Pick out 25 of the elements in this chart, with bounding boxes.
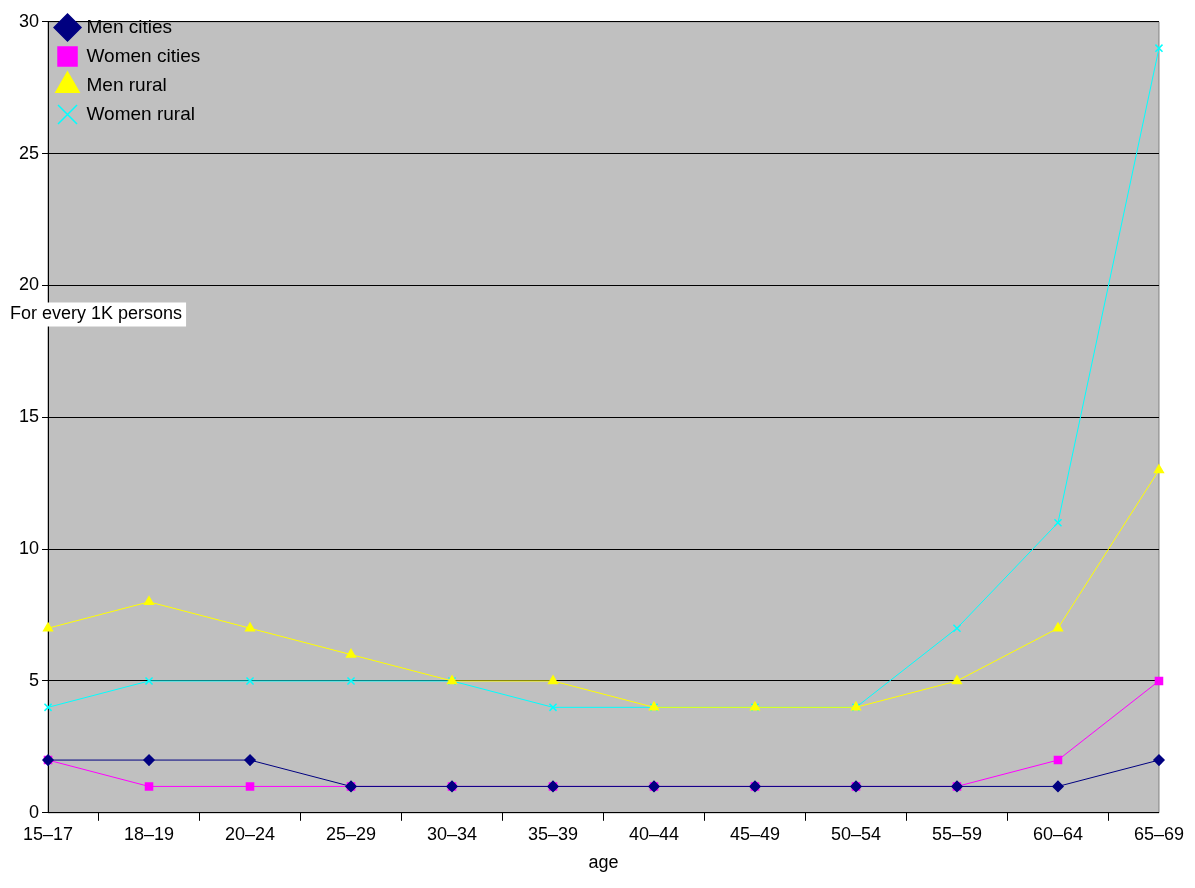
y-axis-title: For every 1K persons: [10, 303, 183, 324]
y-tick-label: 20: [18, 274, 40, 295]
y-tick-label: 25: [18, 142, 40, 163]
y-tick-label: 15: [18, 406, 40, 427]
y-tick-label: 0: [29, 801, 40, 822]
x-tick-label: 60–64: [1032, 823, 1084, 844]
x-tick-label: 18–19: [123, 823, 175, 844]
x-tick-label: 50–54: [830, 823, 882, 844]
x-tick-label: 15–17: [22, 823, 74, 844]
y-tick-label: 5: [29, 669, 40, 690]
x-tick-label: 30–34: [426, 823, 478, 844]
legend-label: Women cities: [86, 44, 201, 66]
x-tick-label: 20–24: [224, 823, 276, 844]
x-axis-title: age: [588, 852, 619, 873]
legend-label: Men rural: [86, 73, 167, 95]
y-tick-label: 10: [18, 538, 40, 559]
x-tick-label: 65–69: [1133, 823, 1184, 844]
x-tick-label: 55–59: [931, 823, 983, 844]
x-tick-label: 45–49: [729, 823, 781, 844]
x-tick-label: 35–39: [527, 823, 579, 844]
y-tick-label: 30: [18, 10, 40, 31]
legend-label: Women rural: [86, 102, 195, 124]
legend-label: Men cities: [86, 15, 173, 37]
x-tick-label: 25–29: [325, 823, 377, 844]
x-tick-label: 40–44: [628, 823, 680, 844]
